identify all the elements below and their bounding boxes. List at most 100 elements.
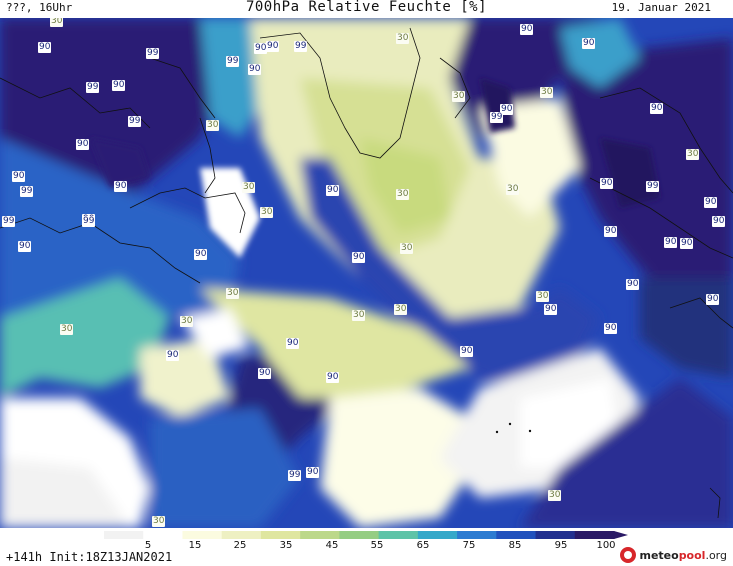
color-scale-segment bbox=[378, 531, 419, 539]
humidity-value-label: 30 bbox=[60, 324, 74, 335]
humidity-value-label: 90 bbox=[626, 279, 640, 290]
legend-tick: 25 bbox=[233, 540, 247, 551]
humidity-value-label: 30 bbox=[206, 120, 220, 131]
humidity-value-label: 99 bbox=[20, 186, 34, 197]
color-scale-bar bbox=[104, 531, 628, 539]
meteopool-logo[interactable]: meteopool.org bbox=[620, 546, 727, 564]
humidity-value-label: 99 bbox=[128, 116, 142, 127]
humidity-value-label: 90 bbox=[352, 252, 366, 263]
humidity-value-label: 90 bbox=[18, 241, 32, 252]
legend-tick: 5 bbox=[144, 540, 152, 551]
legend-tick: 15 bbox=[188, 540, 202, 551]
legend-tick: 100 bbox=[596, 540, 616, 551]
small-islands bbox=[495, 422, 532, 434]
humidity-value-label: 90 bbox=[520, 24, 534, 35]
color-scale-segment bbox=[300, 531, 340, 539]
humidity-value-label: 90 bbox=[664, 237, 678, 248]
humidity-value-label: 90 bbox=[704, 197, 718, 208]
humidity-value-label: 90 bbox=[266, 41, 280, 52]
humidity-value-label: 99 bbox=[490, 112, 504, 123]
legend-tick: 35 bbox=[279, 540, 293, 551]
humidity-value-label: 99 bbox=[294, 41, 308, 52]
humidity-value-label: 90 bbox=[600, 178, 614, 189]
legend-ticks: 5 15 25 35 45 55 65 75 85 95 100 bbox=[0, 540, 733, 552]
valid-time-label: ???, 16Uhr bbox=[6, 1, 73, 14]
color-scale-segment bbox=[574, 531, 615, 539]
coastlines bbox=[0, 27, 733, 519]
legend-tick: 45 bbox=[325, 540, 339, 551]
color-scale-segment bbox=[260, 531, 301, 539]
humidity-value-label: 30 bbox=[506, 184, 520, 195]
map-header: ???, 16Uhr 700hPa Relative Feuchte [%] 1… bbox=[0, 0, 733, 18]
humidity-value-label: 90 bbox=[712, 216, 726, 227]
humidity-map: 30 90 99 90 99 90 99 90 30 90 99 90 30 9… bbox=[0, 18, 733, 528]
humidity-value-label: 90 bbox=[112, 80, 126, 91]
humidity-value-label: 99 bbox=[226, 56, 240, 67]
humidity-value-label: 90 bbox=[306, 467, 320, 478]
humidity-value-label: 30 bbox=[50, 18, 64, 27]
legend-tick: 85 bbox=[508, 540, 522, 551]
humidity-value-label: 90 bbox=[76, 139, 90, 150]
color-scale-arrow bbox=[614, 531, 628, 539]
color-scale-segment bbox=[535, 531, 576, 539]
legend-tick: 55 bbox=[370, 540, 384, 551]
color-legend: 5 15 25 35 45 55 65 75 85 95 100 +141h I… bbox=[0, 528, 733, 566]
legend-tick: 95 bbox=[554, 540, 568, 551]
humidity-value-label: 30 bbox=[540, 87, 554, 98]
humidity-value-label: 30 bbox=[352, 310, 366, 321]
humidity-value-label: 90 bbox=[650, 103, 664, 114]
humidity-value-label: 90 bbox=[38, 42, 52, 53]
legend-tick: 75 bbox=[462, 540, 476, 551]
humidity-value-label: 30 bbox=[226, 288, 240, 299]
brand-name: meteopool.org bbox=[639, 548, 727, 562]
humidity-value-label: 30 bbox=[260, 207, 274, 218]
humidity-value-label: 90 bbox=[166, 350, 180, 361]
humidity-value-label: 99 bbox=[146, 48, 160, 59]
humidity-value-label: 30 bbox=[452, 91, 466, 102]
color-scale-segment bbox=[221, 531, 262, 539]
humidity-value-label: 90 bbox=[248, 64, 262, 75]
legend-tick: 65 bbox=[416, 540, 430, 551]
humidity-value-label: 30 bbox=[396, 33, 410, 44]
humidity-value-label: 99 bbox=[646, 181, 660, 192]
humidity-value-label: 30 bbox=[536, 291, 550, 302]
humidity-value-label: 90 bbox=[680, 238, 694, 249]
humidity-value-label: 90 bbox=[254, 43, 268, 54]
humidity-value-label: 99 bbox=[288, 470, 302, 481]
color-scale-segment bbox=[143, 531, 183, 539]
humidity-value-label: 30 bbox=[686, 149, 700, 160]
humidity-value-label: 30 bbox=[242, 182, 256, 193]
humidity-value-label: 30 bbox=[400, 243, 414, 254]
humidity-value-label: 99 bbox=[82, 216, 96, 227]
humidity-value-label: 30 bbox=[394, 304, 408, 315]
humidity-value-label: 90 bbox=[604, 226, 618, 237]
humidity-value-label: 90 bbox=[286, 338, 300, 349]
humidity-value-label: 90 bbox=[326, 372, 340, 383]
humidity-value-label: 30 bbox=[548, 490, 562, 501]
humidity-value-label: 90 bbox=[326, 185, 340, 196]
humidity-value-label: 90 bbox=[194, 249, 208, 260]
humidity-value-label: 30 bbox=[152, 516, 166, 527]
humidity-value-label: 30 bbox=[180, 316, 194, 327]
humidity-value-label: 90 bbox=[500, 104, 514, 115]
humidity-value-label: 99 bbox=[2, 216, 16, 227]
color-scale-segment bbox=[339, 531, 380, 539]
valid-date-label: 19. Januar 2021 bbox=[611, 1, 711, 14]
humidity-value-label: 90 bbox=[114, 181, 128, 192]
humidity-value-label: 90 bbox=[258, 368, 272, 379]
map-title: 700hPa Relative Feuchte [%] bbox=[245, 0, 488, 15]
color-scale-segment bbox=[417, 531, 458, 539]
color-scale-segment bbox=[104, 531, 144, 539]
color-scale-segment bbox=[457, 531, 497, 539]
humidity-field bbox=[0, 18, 733, 528]
color-scale-segment bbox=[182, 531, 223, 539]
humidity-value-label: 99 bbox=[86, 82, 100, 93]
humidity-value-label: 90 bbox=[706, 294, 720, 305]
color-scale-segment bbox=[496, 531, 537, 539]
humidity-value-label: 30 bbox=[396, 189, 410, 200]
humidity-value-label: 90 bbox=[12, 171, 26, 182]
meteopool-logo-icon bbox=[620, 547, 637, 563]
humidity-value-label: 90 bbox=[582, 38, 596, 49]
humidity-value-label: 90 bbox=[604, 323, 618, 334]
humidity-value-label: 90 bbox=[460, 346, 474, 357]
